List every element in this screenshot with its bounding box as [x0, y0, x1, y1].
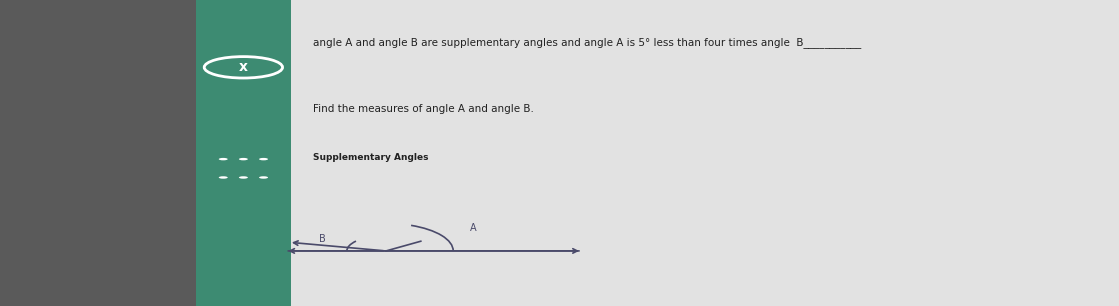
Ellipse shape	[219, 176, 228, 179]
Ellipse shape	[239, 158, 247, 160]
Bar	[291, 0, 1119, 306]
Ellipse shape	[258, 158, 269, 160]
Ellipse shape	[219, 158, 228, 160]
Ellipse shape	[239, 176, 247, 179]
Bar	[0, 0, 196, 306]
Bar	[196, 0, 291, 306]
Text: A: A	[470, 223, 477, 233]
Text: angle A and angle B are supplementary angles and angle A is 5° less than four ti: angle A and angle B are supplementary an…	[313, 37, 862, 48]
Text: Supplementary Angles: Supplementary Angles	[313, 153, 429, 162]
Text: B: B	[319, 234, 326, 244]
Ellipse shape	[258, 176, 269, 179]
Text: x: x	[238, 60, 248, 74]
Text: Find the measures of angle A and angle B.: Find the measures of angle A and angle B…	[313, 104, 534, 114]
